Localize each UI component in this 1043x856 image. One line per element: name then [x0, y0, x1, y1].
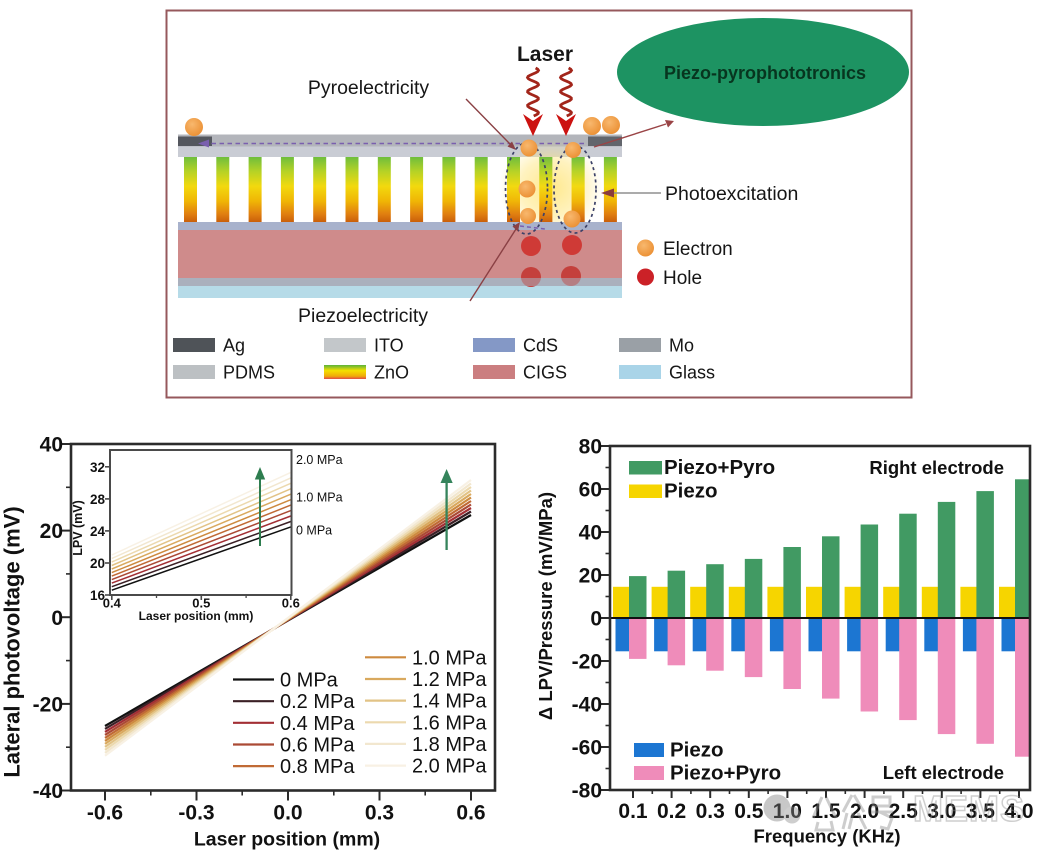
- svg-text:24: 24: [90, 524, 106, 539]
- svg-text:0.6 MPa: 0.6 MPa: [280, 734, 355, 756]
- svg-text:-20: -20: [572, 651, 602, 674]
- svg-text:0.2: 0.2: [657, 800, 686, 823]
- svg-text:Lateral photovoltage (mV): Lateral photovoltage (mV): [0, 506, 25, 777]
- svg-text:Piezo: Piezo: [670, 739, 724, 762]
- svg-text:0.5: 0.5: [734, 800, 764, 823]
- svg-text:32: 32: [90, 460, 105, 475]
- svg-text:Frequency (KHz): Frequency (KHz): [754, 826, 901, 847]
- svg-text:Piezoelectricity: Piezoelectricity: [298, 305, 428, 327]
- svg-text:60: 60: [579, 479, 602, 502]
- svg-text:16: 16: [90, 588, 106, 603]
- svg-text:0.2 MPa: 0.2 MPa: [280, 691, 355, 713]
- svg-text:1.4 MPa: 1.4 MPa: [412, 691, 487, 713]
- svg-text:0.3: 0.3: [696, 800, 725, 823]
- svg-text:0.5: 0.5: [192, 596, 210, 611]
- svg-text:4.0: 4.0: [1004, 800, 1033, 823]
- svg-text:1.2 MPa: 1.2 MPa: [412, 669, 487, 691]
- svg-text:1.8 MPa: 1.8 MPa: [412, 734, 487, 756]
- svg-text:3.0: 3.0: [927, 800, 956, 823]
- svg-text:CdS: CdS: [523, 336, 558, 356]
- svg-text:Ag: Ag: [223, 336, 245, 356]
- svg-text:Laser: Laser: [517, 43, 573, 66]
- svg-text:2.0: 2.0: [850, 800, 879, 823]
- svg-text:-60: -60: [572, 737, 602, 760]
- svg-text:0.0: 0.0: [273, 802, 302, 825]
- svg-text:LPV (mV): LPV (mV): [71, 500, 85, 556]
- svg-text:0.4: 0.4: [103, 596, 122, 611]
- svg-text:0.6: 0.6: [282, 596, 300, 611]
- svg-text:0: 0: [51, 607, 63, 630]
- svg-text:-20: -20: [33, 693, 63, 716]
- svg-text:20: 20: [40, 520, 63, 543]
- svg-text:Electron: Electron: [663, 239, 733, 260]
- svg-text:Right electrode: Right electrode: [869, 457, 1004, 478]
- svg-text:Mo: Mo: [669, 336, 694, 356]
- svg-text:Laser position (mm): Laser position (mm): [139, 609, 254, 623]
- svg-text:Δ LPV/Pressure (mV/MPa): Δ LPV/Pressure (mV/MPa): [535, 492, 556, 720]
- svg-text:0: 0: [590, 608, 602, 631]
- svg-text:Pyroelectricity: Pyroelectricity: [308, 77, 430, 99]
- svg-text:3.5: 3.5: [966, 800, 996, 823]
- svg-text:0 MPa: 0 MPa: [296, 524, 332, 538]
- svg-text:1.6 MPa: 1.6 MPa: [412, 712, 487, 734]
- svg-text:-0.3: -0.3: [178, 802, 214, 825]
- svg-text:-80: -80: [572, 780, 602, 803]
- svg-text:Piezo-pyrophototronics: Piezo-pyrophototronics: [664, 63, 866, 83]
- svg-text:0 MPa: 0 MPa: [280, 670, 339, 692]
- svg-text:Photoexcitation: Photoexcitation: [665, 183, 798, 205]
- svg-text:1.0 MPa: 1.0 MPa: [412, 647, 487, 669]
- svg-text:MEMS: MEMS: [913, 788, 1025, 829]
- svg-text:ITO: ITO: [374, 336, 404, 356]
- svg-text:0.8 MPa: 0.8 MPa: [280, 756, 355, 778]
- svg-text:0.3: 0.3: [365, 802, 394, 825]
- svg-text:Laser position (mm): Laser position (mm): [194, 829, 380, 851]
- svg-text:Piezo: Piezo: [664, 480, 718, 503]
- svg-text:Piezo+Pyro: Piezo+Pyro: [670, 762, 781, 785]
- svg-text:40: 40: [579, 522, 602, 545]
- svg-text:1.5: 1.5: [811, 800, 841, 823]
- svg-text:CIGS: CIGS: [523, 363, 567, 383]
- svg-text:2.0 MPa: 2.0 MPa: [412, 756, 487, 778]
- svg-text:80: 80: [579, 436, 602, 459]
- svg-text:Hole: Hole: [663, 268, 702, 289]
- svg-text:0.4 MPa: 0.4 MPa: [280, 713, 355, 735]
- svg-text:1.0 MPa: 1.0 MPa: [296, 491, 343, 505]
- svg-text:Left electrode: Left electrode: [883, 762, 1004, 783]
- svg-text:-40: -40: [572, 694, 602, 717]
- svg-text:Glass: Glass: [669, 363, 715, 383]
- svg-text:PDMS: PDMS: [223, 363, 275, 383]
- svg-text:0.1: 0.1: [618, 800, 648, 823]
- svg-text:0.6: 0.6: [456, 802, 485, 825]
- svg-text:2.5: 2.5: [889, 800, 919, 823]
- svg-text:ZnO: ZnO: [374, 363, 409, 383]
- svg-text:20: 20: [579, 565, 602, 588]
- svg-text:Piezo+Pyro: Piezo+Pyro: [664, 456, 775, 479]
- svg-text:40: 40: [40, 434, 63, 457]
- svg-text:1.0: 1.0: [773, 800, 802, 823]
- svg-text:2.0 MPa: 2.0 MPa: [296, 453, 343, 467]
- svg-text:28: 28: [90, 492, 106, 507]
- svg-text:20: 20: [90, 556, 105, 571]
- svg-text:-0.6: -0.6: [87, 802, 123, 825]
- svg-text:-40: -40: [33, 780, 63, 803]
